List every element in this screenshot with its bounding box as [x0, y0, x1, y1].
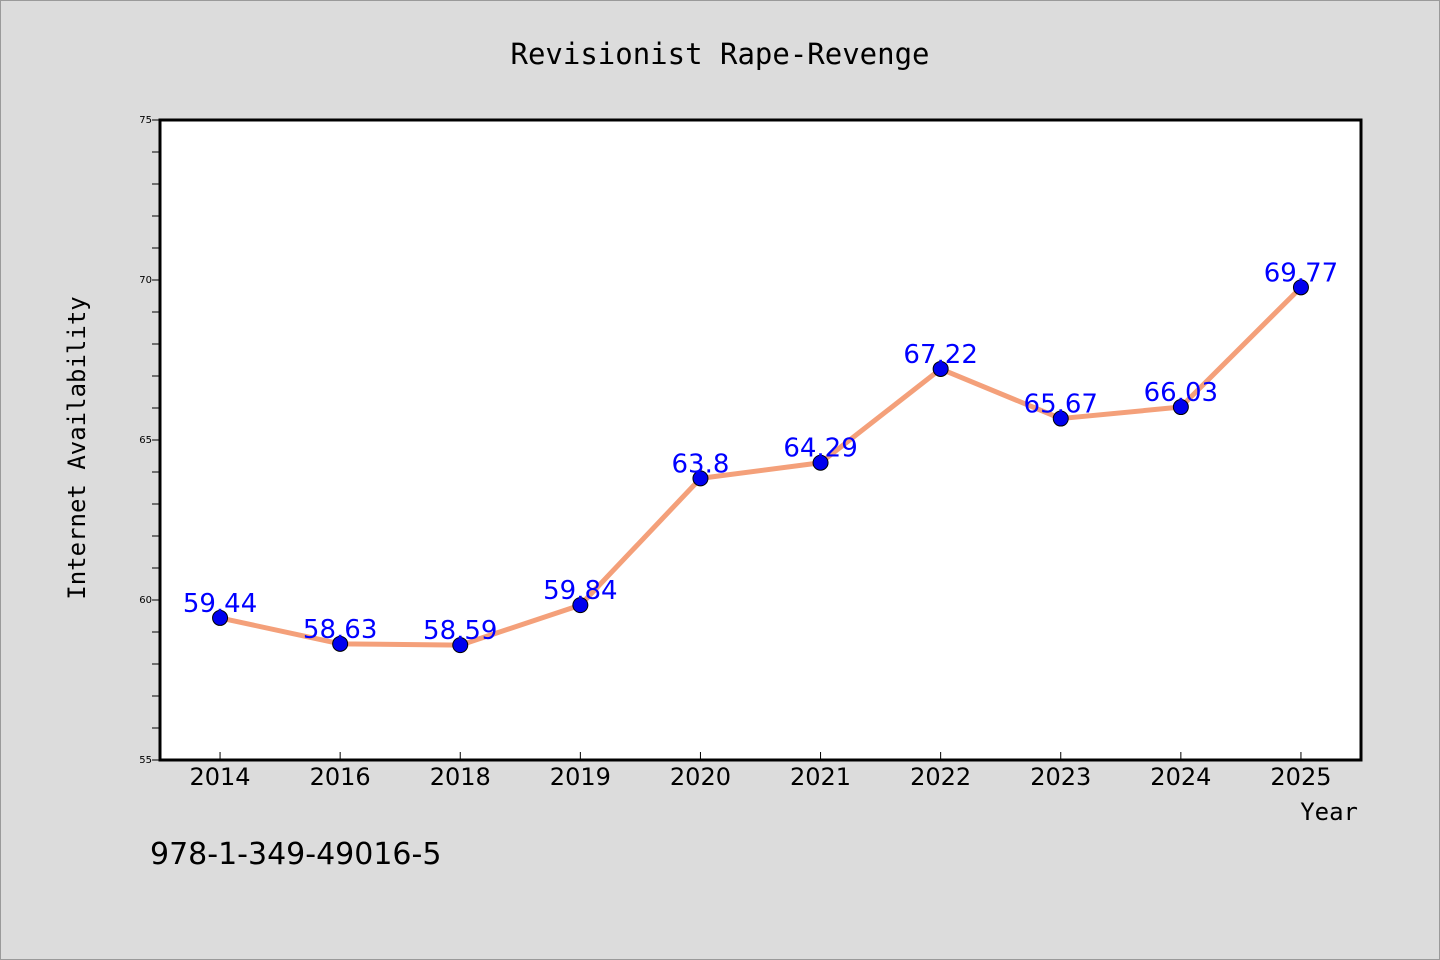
x-tick-label: 2024 [1150, 763, 1211, 791]
x-tick-label: 2019 [550, 763, 611, 791]
data-label: 59.44 [183, 589, 257, 619]
x-tick-label: 2023 [1030, 763, 1091, 791]
isbn-text: 978-1-349-49016-5 [150, 837, 441, 872]
data-point [692, 470, 709, 487]
data-label: 65.67 [1024, 390, 1098, 420]
x-axis: 2014 2016 2018 2019 2020 2021 2022 2023 2024 2025 [190, 752, 1331, 791]
series-line [217, 284, 1304, 648]
x-tick-label: 2021 [790, 763, 851, 791]
y-tick-label: 70 [139, 275, 152, 286]
data-label: 59.84 [543, 576, 617, 606]
data-label: 67.22 [903, 340, 977, 370]
data-point [332, 635, 349, 652]
data-label: 58.63 [303, 615, 377, 645]
x-axis-label: Year [1300, 798, 1358, 826]
chart-title: Revisionist Rape-Revenge [510, 37, 929, 71]
data-point [452, 637, 469, 654]
series-group [212, 279, 1309, 654]
x-tick-label: 2020 [670, 763, 731, 791]
y-tick-label: 55 [139, 755, 152, 766]
y-axis: 55 60 65 70 75 [139, 115, 160, 766]
data-point [572, 597, 589, 614]
y-tick-label: 75 [139, 115, 152, 126]
x-tick-label: 2025 [1270, 763, 1331, 791]
y-tick-label: 60 [139, 595, 152, 606]
x-tick-label: 2014 [190, 763, 251, 791]
data-point [932, 360, 949, 377]
data-point [812, 454, 829, 471]
data-point [1172, 399, 1189, 416]
plot-area [158, 118, 1363, 762]
data-label: 64.29 [783, 434, 857, 464]
y-tick-label: 65 [139, 435, 152, 446]
data-point [1052, 410, 1069, 427]
data-label: 58.59 [423, 616, 497, 646]
data-label: 69.77 [1264, 258, 1338, 288]
x-tick-label: 2018 [430, 763, 491, 791]
data-labels: 59.44 58.63 58.59 59.84 63.8 64.29 67.22 65.67 6… [183, 258, 1338, 646]
data-label: 66.03 [1144, 378, 1218, 408]
y-axis-label: Internet Availability [63, 296, 91, 599]
x-tick-label: 2016 [310, 763, 371, 791]
x-tick-label: 2022 [910, 763, 971, 791]
data-point [1292, 279, 1309, 296]
data-point [212, 609, 229, 626]
data-label: 63.8 [672, 449, 730, 479]
